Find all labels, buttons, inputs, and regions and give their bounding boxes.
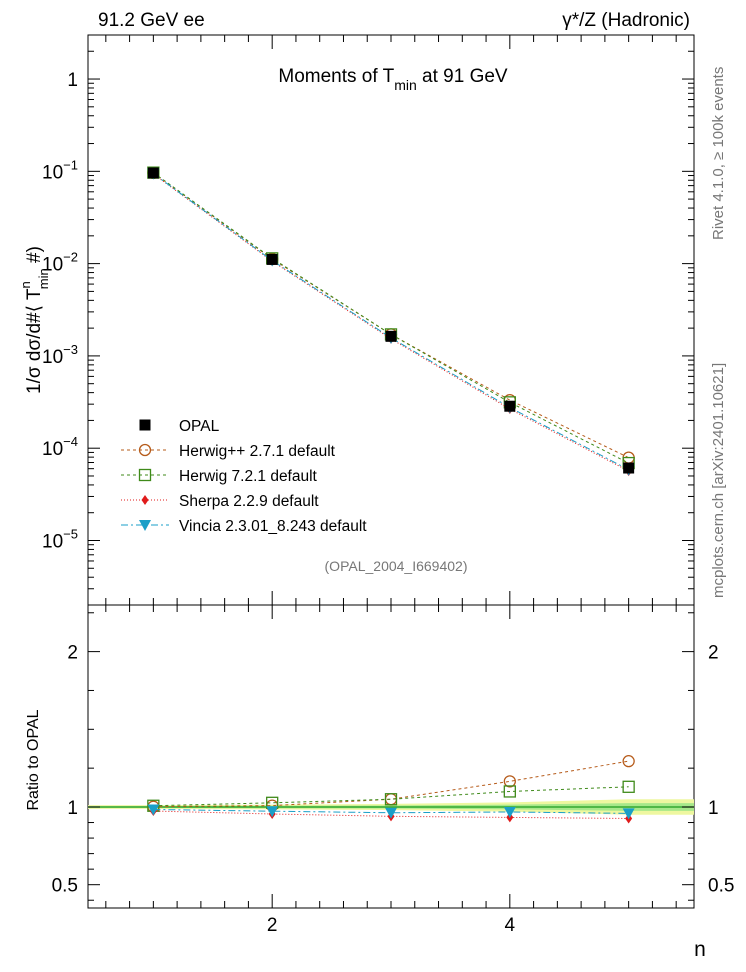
y-tick-exp: −4 [63,434,78,449]
ratio-point [503,785,516,798]
legend: OPAL Herwig++ 2.7.1 default Herwig 7.2.1 d… [121,418,367,535]
title-main: Moments of T [278,66,394,87]
title-sub: min [394,77,417,93]
y-tick-base: 10 [42,439,63,460]
y-tick-exp: −2 [63,250,78,265]
ratio-point [622,780,635,793]
legend-marker [139,520,151,531]
legend-marker [138,443,152,457]
y-tick-base: 10 [42,347,63,368]
series-line-2 [153,172,629,464]
legend-marker [141,495,149,505]
ratio-series [147,755,635,824]
y-tick-label: 10−5 [42,526,78,552]
y-tick-base: 1 [67,70,78,91]
main-axes: 10−510−410−310−210−11 [42,34,694,606]
y-tick-base: 10 [42,255,63,276]
y-tick-label: 1 [67,70,78,91]
ratio-point [503,806,516,818]
y-tick-base: 10 [42,531,63,552]
ratio-y-tick-label: 0.5 [52,876,78,897]
series-line-1 [153,172,629,459]
analysis-watermark: (OPAL_2004_I669402) [325,558,468,574]
ratio-line [153,808,629,814]
ratio-point [622,808,635,820]
title-tail: at 91 GeV [417,66,508,87]
main-plot: Moments of Tmin at 91 GeV 1/σ dσ/d#⟨ Tn m… [18,34,695,606]
y-tick-exp: −1 [63,157,78,172]
header-right: γ*/Z (Hadronic) [562,10,690,31]
ratio-axes: 0.5 0.5 1 1 2 2 2 4 [52,605,734,936]
mcplots-label: mcplots.cern.ch [arXiv:2401.10621] [710,363,727,598]
legend-label: Vincia 2.3.01_8.243 default [179,518,367,535]
x-axis-label: n [694,938,706,961]
ylabel-a: 1/σ dσ/d#⟨ T [24,288,45,394]
ratio-plot-frame [87,604,695,909]
main-y-axis-label: 1/σ dσ/d#⟨ Tn min #) [18,246,51,394]
ratio-y-tick-label-right: 1 [708,798,719,819]
data-point [147,167,159,179]
x-tick-label: 2 [267,915,278,936]
ratio-point [266,806,279,818]
uncertainty-band [88,799,694,815]
legend-marker [138,468,152,482]
legend-label: OPAL [179,418,220,435]
data-point [504,400,516,412]
series-line-3 [153,173,629,472]
x-tick-label: 4 [505,915,516,936]
y-tick-base: 10 [42,162,63,183]
y-tick-label: 10−3 [42,342,78,368]
rivet-label: Rivet 4.1.0, ≥ 100k events [710,67,727,240]
ratio-y-tick-label-right: 0.5 [708,876,734,897]
ratio-point [503,775,516,788]
ratio-plot: Ratio to OPAL n 0.5 0.5 1 1 2 2 2 4 [25,604,734,961]
ratio-line [153,786,629,807]
ylabel-sup: n [18,281,33,288]
legend-label: Herwig 7.2.1 default [179,468,318,485]
ylabel-sub: min [36,268,51,289]
main-series [147,166,635,477]
main-plot-title: Moments of Tmin at 91 GeV [278,66,508,93]
legend-label: Sherpa 2.2.9 default [179,493,319,510]
y-tick-label: 10−1 [42,157,78,183]
data-point [385,330,397,342]
data-point [623,462,635,474]
y-tick-label: 10−2 [42,250,78,276]
ratio-line [153,760,629,808]
ratio-y-tick-label-right: 2 [708,643,719,664]
y-tick-exp: −5 [63,526,78,541]
ratio-point [147,804,160,816]
ratio-y-axis-label: Ratio to OPAL [25,709,42,810]
header-left: 91.2 GeV ee [98,10,205,31]
legend-label: Herwig++ 2.7.1 default [179,443,336,460]
data-point [266,253,278,265]
ratio-point [384,793,398,806]
ratio-point [622,755,635,768]
ratio-point [385,807,397,819]
ratio-y-tick-label: 1 [67,798,78,819]
series-line-4 [153,173,629,471]
y-tick-exp: −3 [63,342,78,357]
legend-marker [139,419,151,431]
ratio-y-tick-label: 2 [67,643,78,664]
y-tick-label: 10−4 [42,434,78,460]
ylabel-b: #) [24,246,45,268]
